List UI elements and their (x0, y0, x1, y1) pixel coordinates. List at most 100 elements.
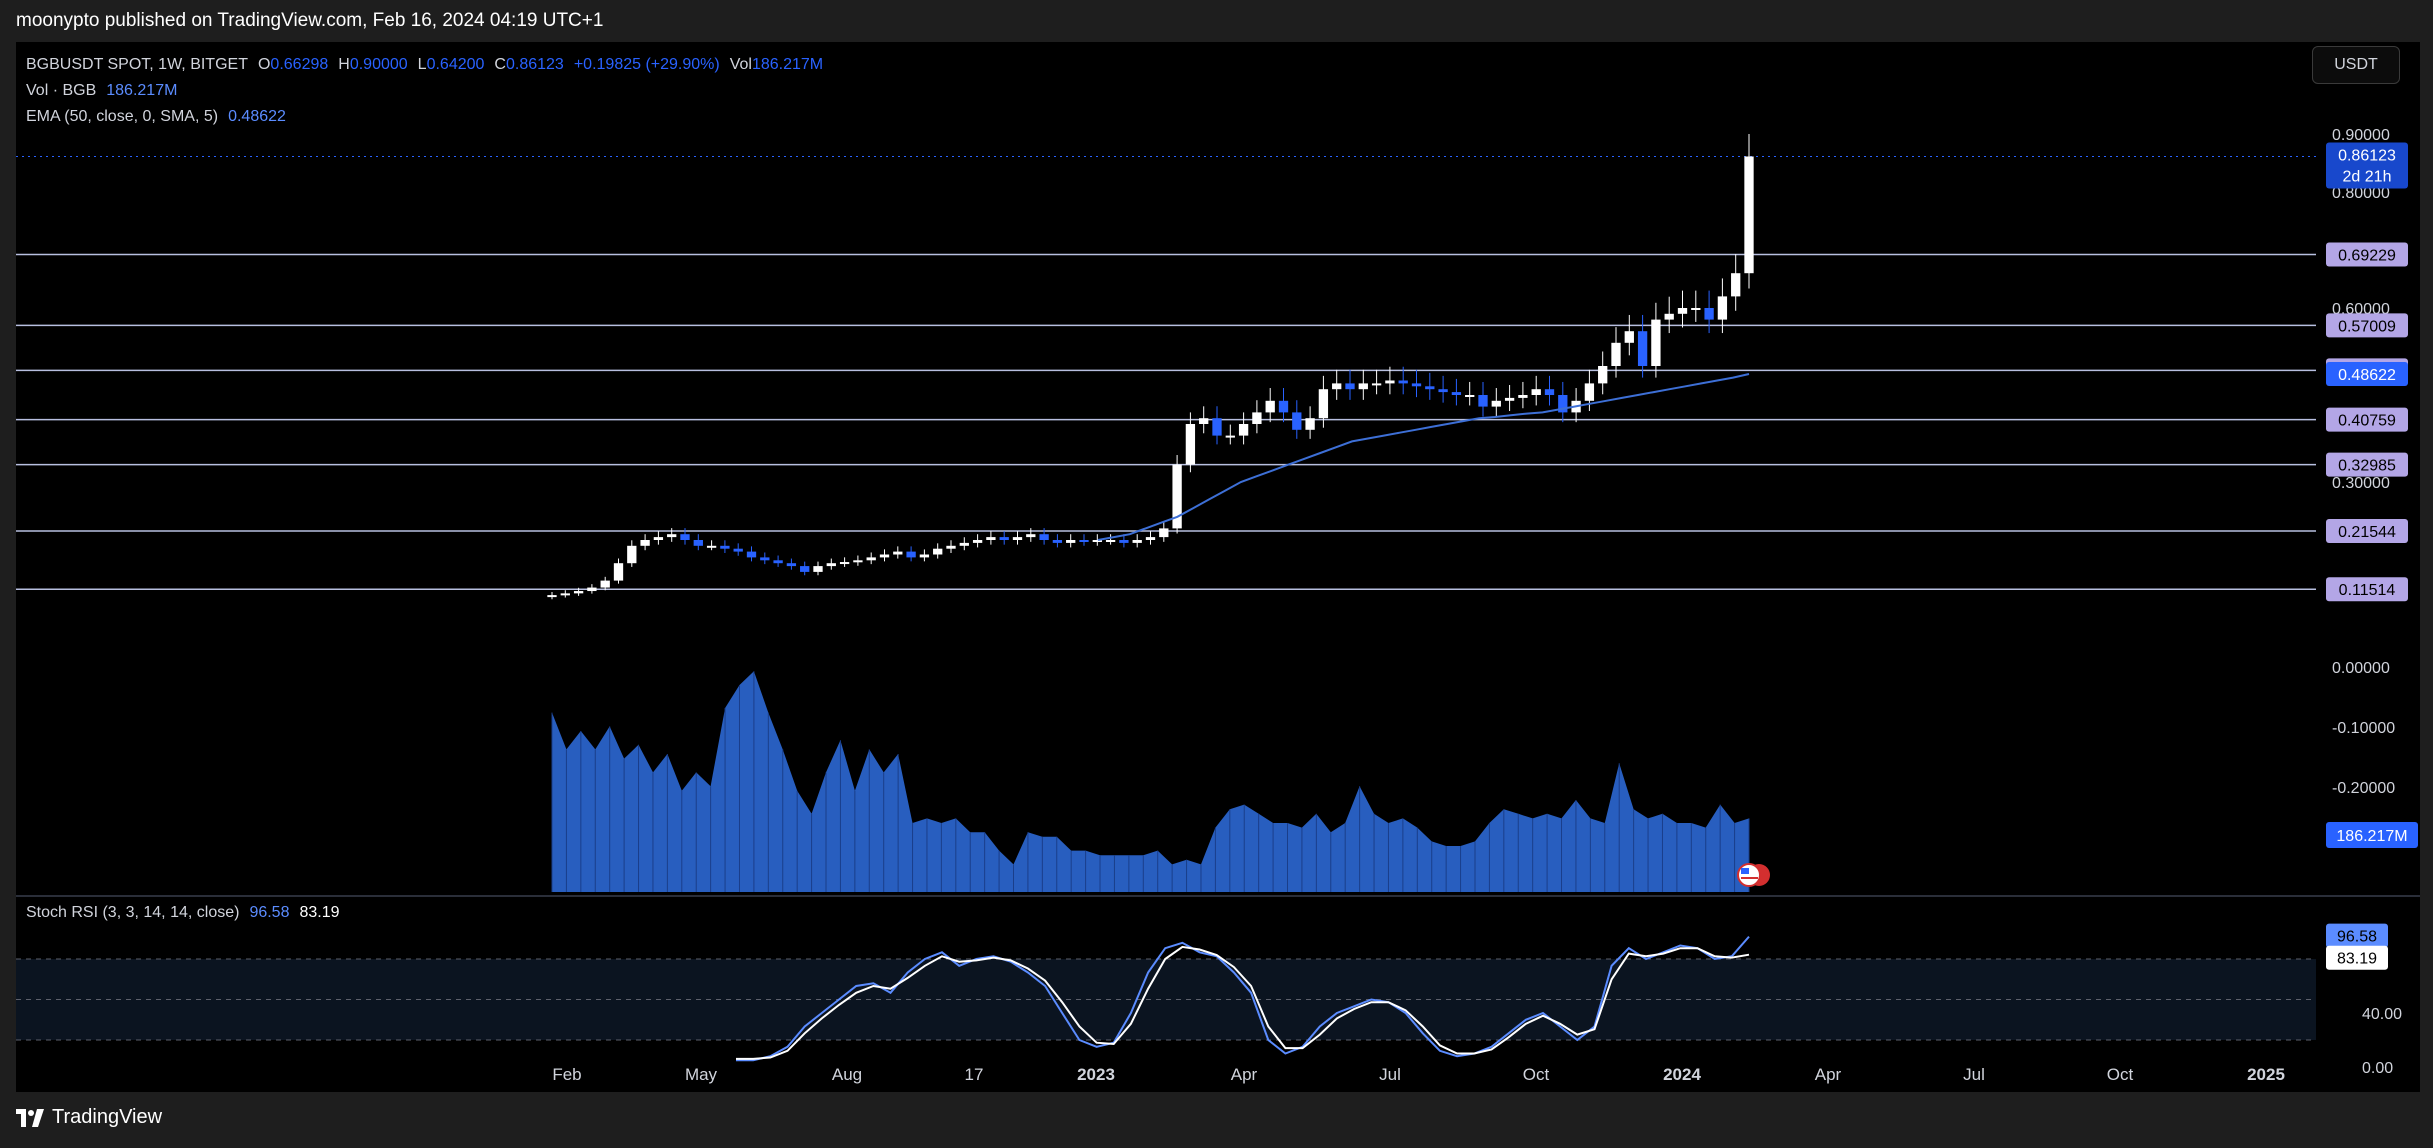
candle-body (706, 545, 717, 548)
level-tag-label: 0.11514 (2339, 582, 2396, 599)
symbol-label[interactable]: BGBUSDT SPOT, 1W, BITGET (26, 56, 248, 73)
price-axis-tick: -0.20000 (2332, 780, 2395, 797)
candle-body (653, 537, 664, 540)
candle-body (1265, 400, 1275, 413)
candle-body (1717, 296, 1728, 320)
candle-body (1544, 389, 1555, 395)
candle-body (986, 537, 996, 540)
candle-body (587, 587, 597, 592)
candle-body (1212, 418, 1222, 436)
stoch-axis-tick: 0.00 (2362, 1060, 2393, 1077)
tradingview-logo-text: TradingView (52, 1106, 163, 1128)
price-axis-tick: 0.30000 (2332, 475, 2390, 492)
time-axis-tick: Jul (1963, 1065, 1985, 1084)
candle-body (1531, 389, 1541, 395)
time-axis-tick: Aug (832, 1065, 862, 1084)
stoch-k-tag-label: 96.58 (2337, 929, 2377, 946)
volume-indicator-label[interactable]: Vol · BGB (26, 82, 97, 99)
change-value: +0.19825 (+29.90%) (573, 56, 720, 73)
time-axis-tick: 2023 (1077, 1065, 1115, 1084)
stoch-d-line (736, 945, 1750, 1060)
chart-area[interactable]: 0.90000 0.80000 0.60000 0.30000 0.00000 -0.10… (16, 42, 2420, 1092)
candle-body (893, 551, 903, 555)
candle-body (667, 534, 677, 538)
candle-body (946, 545, 956, 549)
candle-body (1558, 395, 1568, 413)
price-axis-tick: 0.00000 (2332, 660, 2390, 677)
candle-body (680, 534, 690, 540)
level-tag-label: 0.32985 (2338, 458, 2396, 475)
time-axis-tick: Apr (1231, 1065, 1258, 1084)
candle-body (1744, 156, 1754, 274)
candle-body (813, 566, 823, 572)
candle-body (733, 548, 743, 552)
tradingview-logo[interactable]: TradingView (16, 1106, 162, 1129)
candle-body (773, 560, 783, 564)
candle-body (1691, 308, 1701, 310)
candle-body (1172, 464, 1182, 529)
candle-body (999, 537, 1009, 540)
ema-row: EMA (50, close, 0, SMA, 5) 0.48622 (26, 104, 823, 130)
time-axis-tick: Oct (2107, 1065, 2134, 1084)
candle-body (1252, 412, 1262, 424)
candle-body (1159, 528, 1169, 538)
candle-body (1119, 540, 1129, 543)
time-axis-tick: 2025 (2247, 1065, 2285, 1084)
candle-body (640, 540, 650, 546)
currency-button[interactable]: USDT (2312, 46, 2400, 84)
high-value: 0.90000 (349, 56, 408, 73)
stoch-k-tag (2326, 923, 2388, 948)
stoch-d-tag (2326, 945, 2388, 970)
level-tag (2326, 407, 2408, 432)
ema-indicator-value: 0.48622 (228, 108, 286, 125)
candle-body (1238, 424, 1249, 436)
candle-body (627, 545, 637, 564)
open-value: 0.66298 (270, 56, 329, 73)
us-event-icon (1737, 863, 1770, 887)
low-value: 0.64200 (426, 56, 485, 73)
candle-body (1425, 386, 1435, 390)
candle-body (879, 554, 890, 558)
volume-tag (2326, 822, 2418, 848)
candle-body (1584, 383, 1595, 401)
ema-indicator-label[interactable]: EMA (50, close, 0, SMA, 5) (26, 108, 219, 125)
vol-label: Vol (729, 56, 752, 73)
level-tag-label: 0.69229 (2338, 247, 2396, 264)
last-price-label: 0.86123 (2338, 147, 2396, 164)
candle-body (760, 557, 770, 561)
time-axis-tick: Apr (1815, 1065, 1842, 1084)
candle-body (1332, 383, 1342, 390)
price-axis-tick: 0.90000 (2332, 127, 2390, 144)
ema-tag-label: 0.48622 (2338, 367, 2396, 384)
footer-bar: TradingView (0, 1092, 2433, 1148)
candle-body (1465, 395, 1475, 397)
level-tag (2326, 242, 2408, 267)
candle-body (853, 560, 863, 563)
candle-body (1345, 383, 1355, 390)
candle-body (1105, 540, 1116, 542)
event-circle-front (1737, 863, 1761, 887)
candle-body (1292, 412, 1302, 430)
candle-body (1385, 380, 1395, 384)
candle-body (933, 548, 943, 555)
candle-body (1624, 331, 1634, 343)
candle-body (1318, 389, 1329, 419)
volume-indicator-value: 186.217M (106, 82, 178, 99)
candle-body (1731, 273, 1741, 297)
high-label: H (338, 56, 350, 73)
candle-body (919, 554, 930, 558)
stoch-rsi-label[interactable]: Stoch RSI (3, 3, 14, 14, close) (26, 904, 240, 921)
candle-body (972, 540, 983, 543)
candle-body (1504, 397, 1515, 401)
candle-body (1398, 380, 1408, 384)
chart-svg[interactable]: 0.900000.800000.600000.300000.00000-0.10… (16, 42, 2420, 1092)
event-flag-canton (1741, 868, 1749, 874)
candle-body (826, 563, 836, 567)
candle-body (1651, 319, 1661, 366)
candle-body (1611, 342, 1621, 366)
close-label: C (494, 56, 506, 73)
volume-tag-label: 186.217M (2336, 828, 2407, 845)
candle-body (1145, 537, 1156, 540)
candle-body (1598, 366, 1608, 384)
candle-body (1079, 540, 1089, 542)
